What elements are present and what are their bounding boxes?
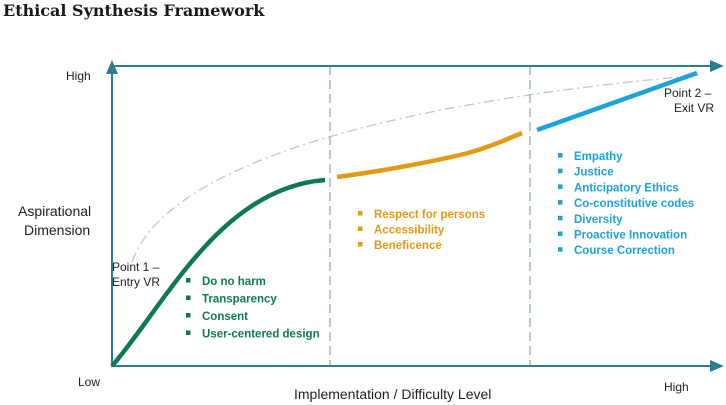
blue-bullet-marker [558,215,563,221]
orange-principle-item: Respect for persons [374,209,485,221]
orange-trajectory-segment [336,130,523,180]
green-bullet-marker [186,330,191,335]
blue-trajectory-segment [536,70,698,133]
blue-principle-item: Diversity [574,214,623,226]
ideal-trajectory-curve [131,74,701,263]
green-trajectory-segment [110,177,326,368]
y-axis-high-label: High [66,69,91,83]
blue-bullet-marker [558,231,563,236]
x-axis-title: Implementation / Difficulty Level [294,386,491,402]
point2-label-line2: Exit VR [674,101,714,115]
blue-bullet-marker [558,153,563,158]
green-bullet-marker [186,313,191,318]
orange-principle-item: Beneficence [374,240,442,252]
diagram-title: Ethical Synthesis Framework [3,1,265,20]
point1-label-line1: Point 1 – [112,260,160,274]
top-reference-arrowhead [710,60,724,72]
blue-bullet-marker [558,200,563,205]
orange-bullet-marker [358,226,363,231]
blue-principles-list: Empathy Justice Anticipatory Ethics Co-cons… [558,151,694,257]
blue-principle-item: Course Correction [574,245,675,257]
green-principle-item: Consent [202,311,248,323]
orange-principle-item: Accessibility [374,225,445,237]
y-axis-low-label: Low [78,375,100,389]
green-principle-item: Transparency [202,294,277,306]
green-principles-list: Do no harm Transparency Consent User-center… [186,276,320,341]
axes [106,60,724,372]
blue-principle-item: Proactive Innovation [574,230,687,242]
point2-label-line1: Point 2 – [664,86,712,100]
x-axis-arrowhead [710,360,724,372]
blue-principle-item: Empathy [574,151,623,163]
blue-principle-item: Anticipatory Ethics [574,182,679,194]
point1-label-line2: Entry VR [112,275,160,289]
blue-principle-item: Justice [574,167,614,179]
orange-bullet-marker [358,211,363,216]
green-bullet-marker [186,278,191,283]
green-principle-item: User-centered design [202,329,320,341]
blue-principle-item: Co-constitutive codes [574,198,694,210]
y-axis-title-line2: Dimension [24,222,90,238]
green-principle-item: Do no harm [202,276,266,288]
green-bullet-marker [186,295,191,300]
blue-bullet-marker [558,184,563,189]
orange-bullet-marker [358,242,363,247]
orange-principles-list: Respect for persons Accessibility Benefice… [358,209,485,252]
y-axis-title-line1: Aspirational [18,203,91,219]
blue-bullet-marker [558,247,563,252]
blue-bullet-marker [558,168,563,174]
x-axis-high-label: High [664,380,689,394]
